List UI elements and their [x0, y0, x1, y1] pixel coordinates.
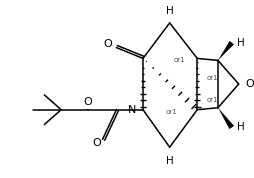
Polygon shape: [217, 41, 233, 60]
Text: O: O: [245, 79, 253, 89]
Text: or1: or1: [205, 75, 217, 81]
Text: O: O: [92, 138, 101, 148]
Text: H: H: [165, 6, 173, 16]
Text: H: H: [236, 122, 244, 132]
Text: O: O: [83, 97, 92, 107]
Text: H: H: [165, 156, 173, 166]
Text: H: H: [236, 38, 244, 48]
Text: or1: or1: [173, 57, 184, 63]
Text: or1: or1: [205, 97, 217, 103]
Text: N: N: [127, 105, 136, 115]
Polygon shape: [217, 108, 233, 129]
Text: or1: or1: [165, 109, 177, 115]
Text: O: O: [103, 39, 112, 49]
